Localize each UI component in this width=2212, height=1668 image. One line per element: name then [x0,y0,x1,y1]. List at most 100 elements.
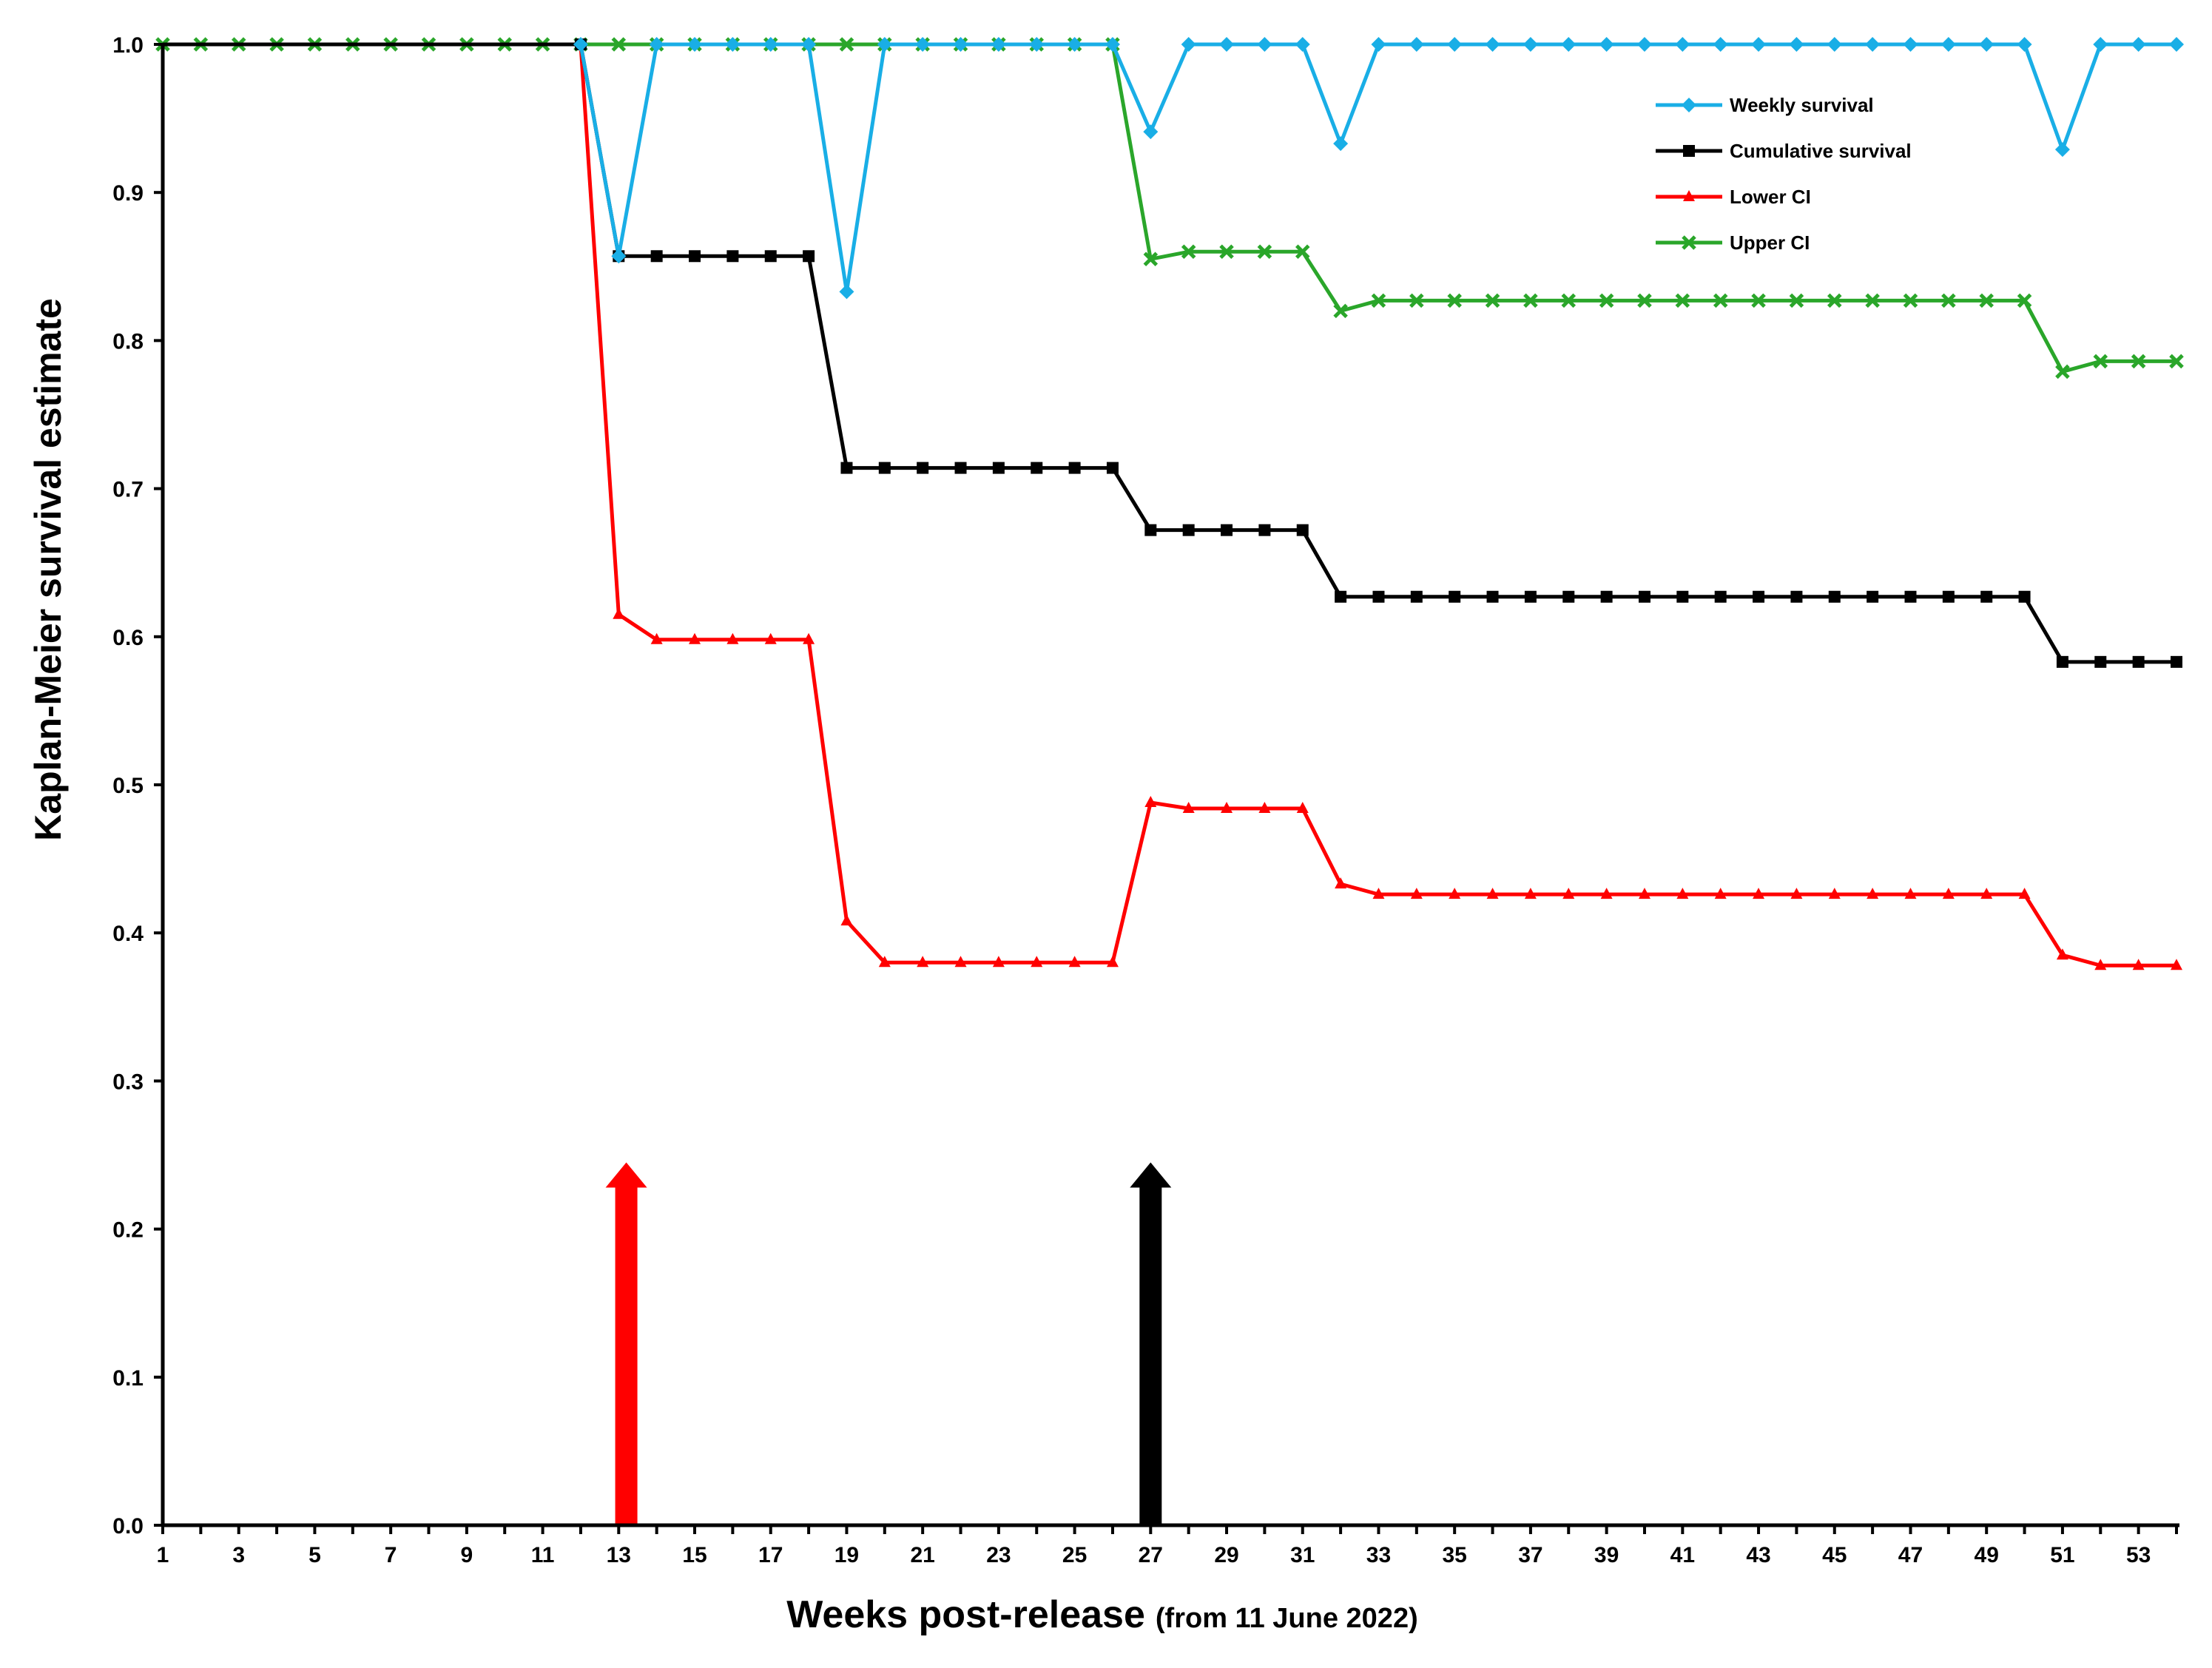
point-lower-ci [1410,888,1423,899]
point-lower-ci [689,632,701,644]
point-cumulative-survival [1372,590,1385,603]
point-upper-ci [2093,354,2108,369]
point-lower-ci [1600,888,1613,899]
x-axis-title-note: (from 11 June 2022) [1156,1603,1418,1634]
series-group [155,37,2184,1525]
point-weekly-survival [1067,37,1082,52]
x-tick-label: 25 [1062,1543,1087,1567]
point-cumulative-survival [2171,655,2182,668]
series-line-weekly-survival [579,42,2176,294]
point-lower-ci [917,956,929,968]
point-weekly-survival [1561,37,1577,52]
point-upper-ci [1447,293,1462,308]
point-cumulative-survival [954,462,967,474]
point-upper-ci [1143,251,1159,267]
y-tick-label: 0.6 [112,626,144,650]
point-weekly-survival [991,37,1006,52]
point-weekly-survival [1447,37,1463,52]
point-cumulative-survival [878,462,891,474]
x-tick-label: 19 [834,1543,859,1567]
point-weekly-survival [2169,37,2184,52]
point-upper-ci [1523,293,1538,308]
point-cumulative-survival [1790,590,1803,603]
point-upper-ci [1979,293,1994,308]
point-cumulative-survival [1144,524,1157,536]
legend-label: Upper CI [1730,232,1810,254]
point-weekly-survival [1257,37,1272,52]
point-upper-ci [1257,244,1272,260]
point-cumulative-survival [2094,655,2107,668]
point-weekly-survival [687,37,703,52]
point-upper-ci [1333,303,1348,319]
point-upper-ci [1485,293,1500,308]
point-weekly-survival [839,284,854,300]
y-tick-label: 0.3 [112,1070,144,1094]
point-weekly-survival [1181,37,1196,52]
point-upper-ci [1713,293,1728,308]
x-tick-label: 23 [986,1543,1011,1567]
series-line-cumulative-survival [163,42,2176,664]
legend: Weekly survival Cumulative survival Lower … [1656,94,1912,254]
x-tick-label: 37 [1518,1543,1542,1567]
legend-item-weekly-survival: Weekly survival [1656,94,1874,116]
x-tick-label: 35 [1443,1543,1467,1567]
annotation-arrows [605,1162,1172,1525]
point-weekly-survival [1979,37,1994,52]
legend-item-cumulative-survival: Cumulative survival [1656,140,1912,162]
point-cumulative-survival [840,462,853,474]
x-tick-label: 17 [758,1543,783,1567]
y-tick-label: 1.0 [112,33,144,58]
point-lower-ci [1753,888,1765,899]
point-upper-ci [2055,364,2070,379]
legend-marker [1682,98,1696,112]
point-weekly-survival [2093,37,2108,52]
point-lower-ci [2018,888,2031,899]
x-axis-title: Weeks post-release [786,1593,1145,1636]
point-lower-ci [764,632,777,644]
point-weekly-survival [1940,37,1956,52]
point-weekly-survival [1143,124,1159,140]
point-lower-ci [803,632,815,644]
y-tick-label: 0.4 [112,922,144,946]
point-upper-ci [1865,293,1880,308]
point-lower-ci [840,914,853,926]
point-cumulative-survival [1068,462,1081,474]
point-weekly-survival [1371,37,1386,52]
point-upper-ci [1941,293,1956,308]
point-lower-ci [2056,948,2068,960]
point-lower-ci [1335,877,1347,889]
series-lower-ci [574,38,2182,970]
point-upper-ci [839,37,854,52]
tick-labels: 0.00.10.20.30.40.50.60.70.80.91.01 3 5 7 9 11… [112,33,2151,1567]
x-tick-label: 39 [1594,1543,1619,1567]
point-weekly-survival [763,37,778,52]
point-weekly-survival [1105,37,1120,52]
point-lower-ci [1068,956,1081,968]
x-tick-label: 41 [1670,1543,1695,1567]
point-lower-ci [2094,959,2107,970]
point-lower-ci [1828,888,1841,899]
x-tick-label: 27 [1139,1543,1163,1567]
point-cumulative-survival [1638,590,1650,603]
legend-label: Lower CI [1730,186,1811,208]
point-lower-ci [1031,956,1043,968]
point-upper-ci [1561,293,1577,308]
point-upper-ci [1371,293,1386,308]
y-tick-label: 0.9 [112,181,144,206]
point-upper-ci [1789,293,1804,308]
point-cumulative-survival [1714,590,1727,603]
point-lower-ci [1449,888,1461,899]
point-weekly-survival [953,37,968,52]
x-tick-label: 1 [157,1543,169,1567]
point-upper-ci [2017,293,2032,308]
series-weekly-survival [573,37,2184,300]
point-weekly-survival [1903,37,1918,52]
point-cumulative-survival [2056,655,2068,668]
y-tick-label: 0.8 [112,329,144,354]
point-weekly-survival [1409,37,1424,52]
point-cumulative-survival [1221,524,1233,536]
point-lower-ci [613,607,625,619]
point-cumulative-survival [1524,590,1537,603]
point-lower-ci [2132,959,2145,970]
